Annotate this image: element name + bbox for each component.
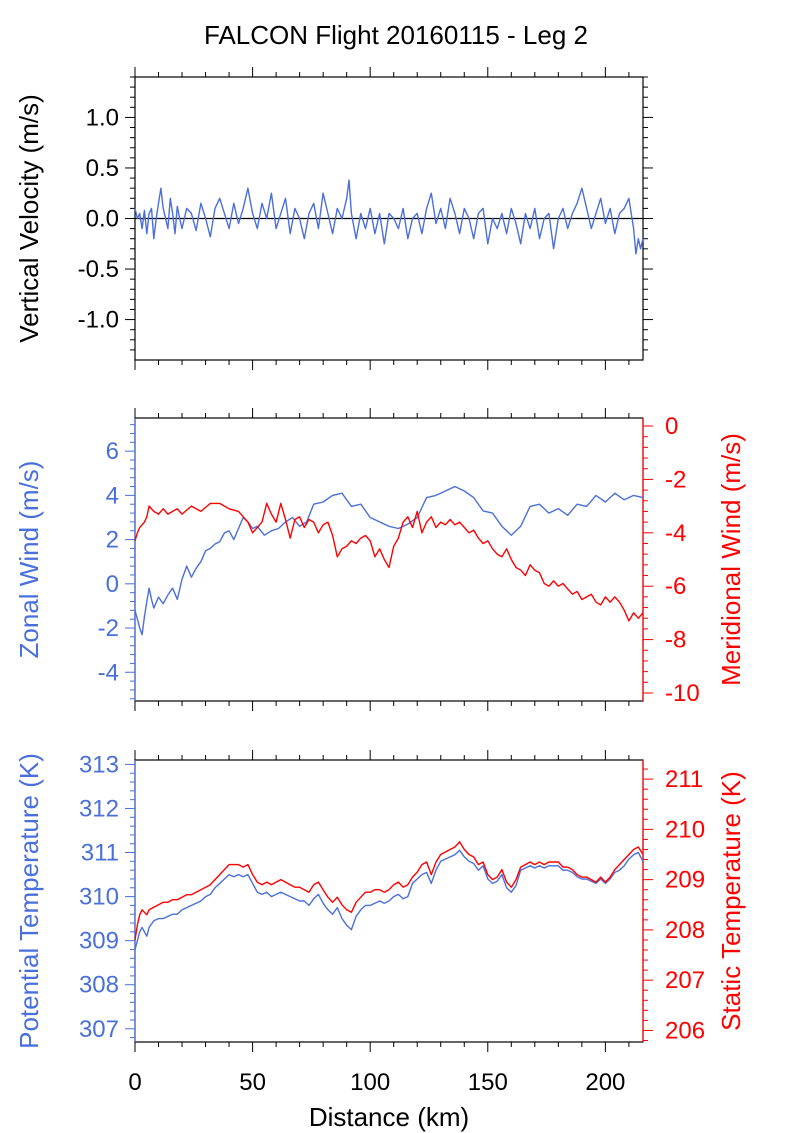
x-axis-label: Distance (km) (309, 1102, 469, 1132)
y-tick-label: 311 (81, 840, 119, 867)
x-tick-label: 0 (128, 1069, 141, 1096)
y-tick-label-right: -2 (665, 466, 686, 493)
y-tick-label-right: 0 (665, 413, 678, 440)
series-line-left (134, 485, 644, 636)
y-tick-label-right: -6 (665, 573, 686, 600)
y-tick-label: 0.0 (86, 206, 119, 233)
series-line-right (134, 502, 644, 622)
chart-title: FALCON Flight 20160115 - Leg 2 (204, 20, 588, 50)
chart-panels: -1.0 -0.5 0.0 0.5 1.0 Vertical Velocity (m/s)… (14, 67, 746, 1132)
y-tick-label-right: 209 (665, 867, 705, 894)
y-axis-label-right: Meridional Wind (m/s) (716, 433, 746, 686)
y-tick-label-right: -10 (665, 680, 700, 707)
y-tick-label-right: -4 (665, 520, 686, 547)
y-tick-label: 6 (106, 438, 119, 465)
y-tick-label: 4 (106, 482, 119, 509)
y-tick-label: 312 (79, 795, 119, 822)
x-tick-label: 100 (350, 1069, 390, 1096)
y-tick-label: 310 (79, 884, 119, 911)
y-tick-label-right: -8 (665, 627, 686, 654)
y-tick-label: 0.5 (86, 155, 119, 182)
series-line-left (134, 849, 644, 950)
series-line-right (134, 841, 644, 941)
panel-1: -1.0 -0.5 0.0 0.5 1.0 Vertical Velocity (m/s) (14, 67, 653, 370)
y-tick-label: -0.5 (78, 256, 119, 283)
y-tick-label: 313 (79, 751, 119, 778)
y-tick-label: 307 (79, 1016, 119, 1043)
x-tick-label: 150 (468, 1069, 508, 1096)
x-tick-label: 50 (239, 1069, 266, 1096)
y-axis-label: Potential Temperature (K) (14, 753, 44, 1049)
panel-2: -4 -2 0 2 4 6 -10 -8 -6 -4 -2 0 Zonal Wind (m/s) Meri… (14, 408, 746, 711)
y-tick-label: -2 (98, 615, 119, 642)
y-tick-label-right: 208 (665, 917, 705, 944)
y-axis-label: Zonal Wind (m/s) (14, 461, 44, 659)
y-tick-label: -4 (98, 659, 119, 686)
y-tick-label-right: 210 (665, 816, 705, 843)
y-axis-label-right: Static Temperature (K) (716, 771, 746, 1031)
plot-frame (134, 417, 644, 702)
y-tick-label-right: 207 (665, 967, 705, 994)
series-line-left (134, 179, 644, 255)
y-tick-label: -1.0 (78, 307, 119, 334)
y-tick-label: 309 (79, 928, 119, 955)
y-tick-label: 1.0 (86, 104, 119, 131)
y-tick-label: 308 (79, 972, 119, 999)
y-tick-label: 0 (106, 571, 119, 598)
y-axis-label: Vertical Velocity (m/s) (14, 94, 44, 343)
y-tick-label-right: 211 (665, 766, 703, 793)
y-tick-label: 2 (106, 527, 119, 554)
y-tick-label-right: 206 (665, 1017, 705, 1044)
x-tick-label: 200 (585, 1069, 625, 1096)
panel-3: 307 308 309 310 311 312 313 206 207 208 209 210 211 P… (14, 750, 746, 1132)
